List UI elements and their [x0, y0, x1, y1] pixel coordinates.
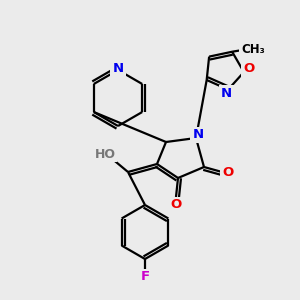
Text: HO: HO	[94, 148, 116, 160]
Text: CH₃: CH₃	[241, 43, 265, 56]
Text: O: O	[222, 166, 234, 178]
Text: N: N	[220, 87, 232, 100]
Text: N: N	[112, 62, 124, 76]
Text: N: N	[192, 128, 204, 142]
Text: O: O	[170, 199, 182, 212]
Text: O: O	[243, 61, 254, 75]
Text: F: F	[140, 271, 150, 284]
